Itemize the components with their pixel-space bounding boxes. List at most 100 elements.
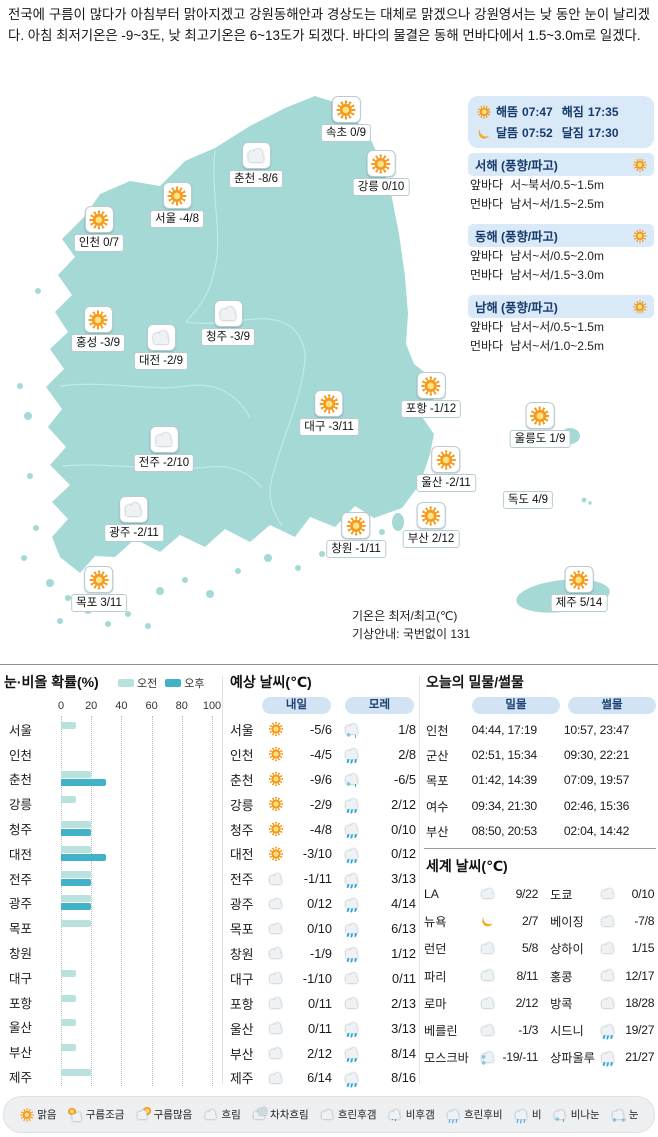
tomorrow-temp: -5/6: [309, 721, 332, 737]
map-city-gwangju: 광주 -2/11: [104, 496, 164, 542]
weather-icon: [568, 570, 590, 589]
sea-row: 먼바다 남서~서/1.5~2.5m: [468, 195, 654, 214]
sea-wind-wave: 남서~서/0.5~1.5m: [510, 320, 604, 334]
world-city: 홍콩: [550, 969, 573, 984]
sea-forecast-panel: 서해 (풍향/파고) 앞바다 서~북서/0.5~1.5m 먼바다 남서~서/1.…: [468, 153, 654, 355]
forecast-row: 대전 -3/10 0/12: [228, 841, 416, 866]
forecast-row: 목포 0/10 6/13: [228, 916, 416, 941]
world-temp: -7/8: [634, 913, 655, 928]
city-temp: 3/11: [100, 597, 122, 609]
forecast-row: 춘천 -9/6 -6/5: [228, 767, 416, 792]
high-tide-header: 밀물: [472, 697, 560, 714]
sea-weather-icon: [632, 229, 647, 242]
weather-icon: [420, 506, 442, 525]
forecast-row: 청주 -4/8 0/10: [228, 817, 416, 842]
legend-label: 비후갬: [405, 1109, 435, 1121]
sea-zone-label: 앞바다: [470, 178, 504, 192]
forecast-city: 창원: [230, 946, 254, 962]
day-after-weather-icon: [344, 847, 360, 861]
tomorrow-weather-icon: [268, 872, 284, 886]
sea-forecast-box: 남해 (풍향/파고) 앞바다 남서~서/0.5~1.5m 먼바다 남서~서/1.…: [468, 295, 654, 355]
legend-label: 비: [531, 1109, 542, 1121]
legend-item: 차차흐림: [252, 1107, 309, 1122]
tomorrow-temp: -2/9: [309, 796, 332, 812]
city-name: 대구: [304, 421, 326, 433]
legend-item: 흐린후비: [446, 1107, 503, 1122]
city-name: 서울: [155, 213, 177, 225]
city-name: 춘천: [234, 173, 256, 185]
sea-zone-label: 먼바다: [470, 267, 504, 282]
sun-moon-icon: [477, 105, 492, 118]
tomorrow-temp: -1/11: [303, 871, 332, 887]
low-tide-header: 썰물: [568, 697, 656, 714]
map-city-dokdo: 독도 4/9: [502, 490, 554, 509]
city-temp: -3/9: [100, 337, 120, 349]
city-name: 대전: [139, 355, 161, 367]
low-tide-times: 02:46, 15:36: [563, 798, 630, 813]
precip-row: 부산: [2, 1039, 212, 1064]
precip-row: 인천: [2, 742, 212, 767]
weather-icon: [87, 310, 109, 329]
precip-row: 전주: [2, 866, 212, 891]
tomorrow-weather-icon: [268, 747, 284, 761]
city-temp: -4/8: [179, 213, 199, 225]
forecast-city: 춘천: [230, 772, 254, 788]
world-city: 로마: [424, 996, 447, 1011]
tomorrow-weather-icon: [268, 1046, 284, 1060]
world-city: 모스크바: [424, 1051, 469, 1066]
day-after-cell: 6/13: [344, 921, 416, 936]
legend-weather-icon: [68, 1107, 83, 1121]
city-name: 독도: [507, 494, 530, 506]
forecast-row: 광주 0/12 4/14: [228, 891, 416, 916]
day-after-temp: -6/5: [393, 771, 416, 787]
world-row: LA 9/22 도쿄 0/10: [424, 880, 656, 907]
precip-city: 울산: [9, 1021, 33, 1036]
legend-label: 흐린후갬: [337, 1109, 377, 1121]
city-temp: 5/14: [579, 597, 603, 609]
tomorrow-cell: -4/5: [268, 747, 332, 762]
low-tide-times: 10:57, 23:47: [563, 722, 630, 737]
day-after-weather-icon: [344, 872, 360, 886]
legend-weather-icon: [611, 1108, 627, 1124]
weather-icon: [123, 500, 145, 519]
precip-bars: [61, 969, 212, 985]
city-temp: -1/12: [429, 403, 457, 415]
precip-city: 서울: [9, 723, 33, 738]
high-tide-times: 08:50, 20:53: [471, 824, 538, 839]
pm-swatch: [165, 679, 182, 687]
precip-city: 청주: [9, 823, 33, 838]
column-divider: [222, 676, 223, 1084]
tide-port: 인천: [426, 723, 449, 738]
tomorrow-weather-icon: [268, 722, 284, 736]
sea-wind-wave: 서~북서/0.5~1.5m: [510, 178, 604, 192]
legend-label: 구름많음: [153, 1109, 193, 1121]
tomorrow-weather-icon: [268, 922, 284, 936]
axis-tick: 60: [145, 700, 158, 712]
set-time: 17:30: [587, 125, 619, 140]
tomorrow-temp: -3/10: [302, 846, 332, 862]
map-city-hongseong: 홍성 -3/9: [71, 306, 125, 352]
sea-wind-wave: 남서~서/1.5~2.5m: [510, 196, 604, 211]
precip-bars: [61, 870, 212, 886]
day-after-temp: 4/14: [391, 896, 416, 912]
weather-icon: [318, 394, 340, 413]
sea-weather-icon: [632, 300, 647, 313]
day-after-weather-icon: [344, 1021, 360, 1035]
forecast-city: 제주: [230, 1071, 254, 1087]
day-after-temp: 0/11: [392, 970, 416, 986]
rise-label: 해뜸: [495, 105, 519, 119]
map-city-daejeon: 대전 -2/9: [134, 324, 188, 370]
weather-icon: [435, 450, 457, 469]
low-tide-times: 07:09, 19:57: [563, 773, 630, 788]
tides-header: 밀물 썰물: [472, 697, 656, 714]
weather-icon: [245, 146, 267, 165]
precip-bars: [61, 821, 212, 837]
world-temp: 9/22: [515, 886, 539, 901]
map-city-seoul: 서울 -4/8: [150, 182, 204, 228]
sun-moon-row: 해뜸 07:47 해짐 17:35: [477, 103, 645, 120]
sea-header: 남해 (풍향/파고): [468, 295, 654, 318]
world-weather-icon: [480, 1050, 496, 1068]
tomorrow-cell: 0/11: [268, 996, 332, 1011]
precip-row: 제주: [2, 1064, 212, 1089]
legend-item: 비나눈: [553, 1107, 600, 1124]
